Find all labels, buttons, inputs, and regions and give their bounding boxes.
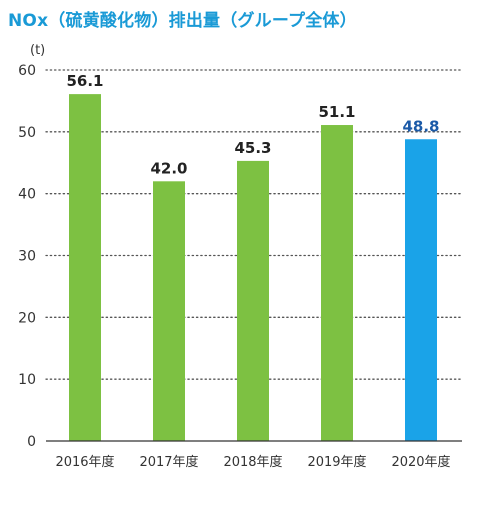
category-label: 2018年度 xyxy=(223,454,282,470)
y-axis-ticks: 0 10 20 30 40 50 60 xyxy=(18,63,36,450)
y-tick-label: 40 xyxy=(18,187,36,203)
bar-2017年度 xyxy=(153,181,185,442)
y-axis-unit-label: (t) xyxy=(30,43,45,58)
value-labels: 56.1 42.0 45.3 51.1 48.8 xyxy=(66,72,439,177)
category-label: 2016年度 xyxy=(55,454,114,470)
bar-2019年度 xyxy=(321,125,353,441)
y-tick-label: 30 xyxy=(18,249,36,265)
bar-2016年度 xyxy=(69,94,101,442)
y-tick-label: 10 xyxy=(18,372,36,388)
y-tick-label: 50 xyxy=(18,125,36,141)
value-label: 45.3 xyxy=(234,139,271,157)
bar-2018年度 xyxy=(237,160,269,441)
y-tick-label: 0 xyxy=(27,434,36,450)
value-label: 48.8 xyxy=(402,117,439,135)
y-tick-label: 20 xyxy=(18,310,36,326)
bars xyxy=(69,94,437,442)
category-label: 2019年度 xyxy=(307,454,366,470)
y-tick-label: 60 xyxy=(18,63,36,79)
value-label: 42.0 xyxy=(150,159,187,177)
chart-title: NOx（硫黄酸化物）排出量（グループ全体） xyxy=(8,11,357,31)
value-label: 56.1 xyxy=(66,72,103,90)
category-label: 2017年度 xyxy=(139,454,198,470)
x-axis-categories: 2016年度 2017年度 2018年度 2019年度 2020年度 xyxy=(55,454,450,470)
category-label: 2020年度 xyxy=(391,454,450,470)
value-label: 51.1 xyxy=(318,103,355,121)
bar-2020年度 xyxy=(405,139,437,441)
